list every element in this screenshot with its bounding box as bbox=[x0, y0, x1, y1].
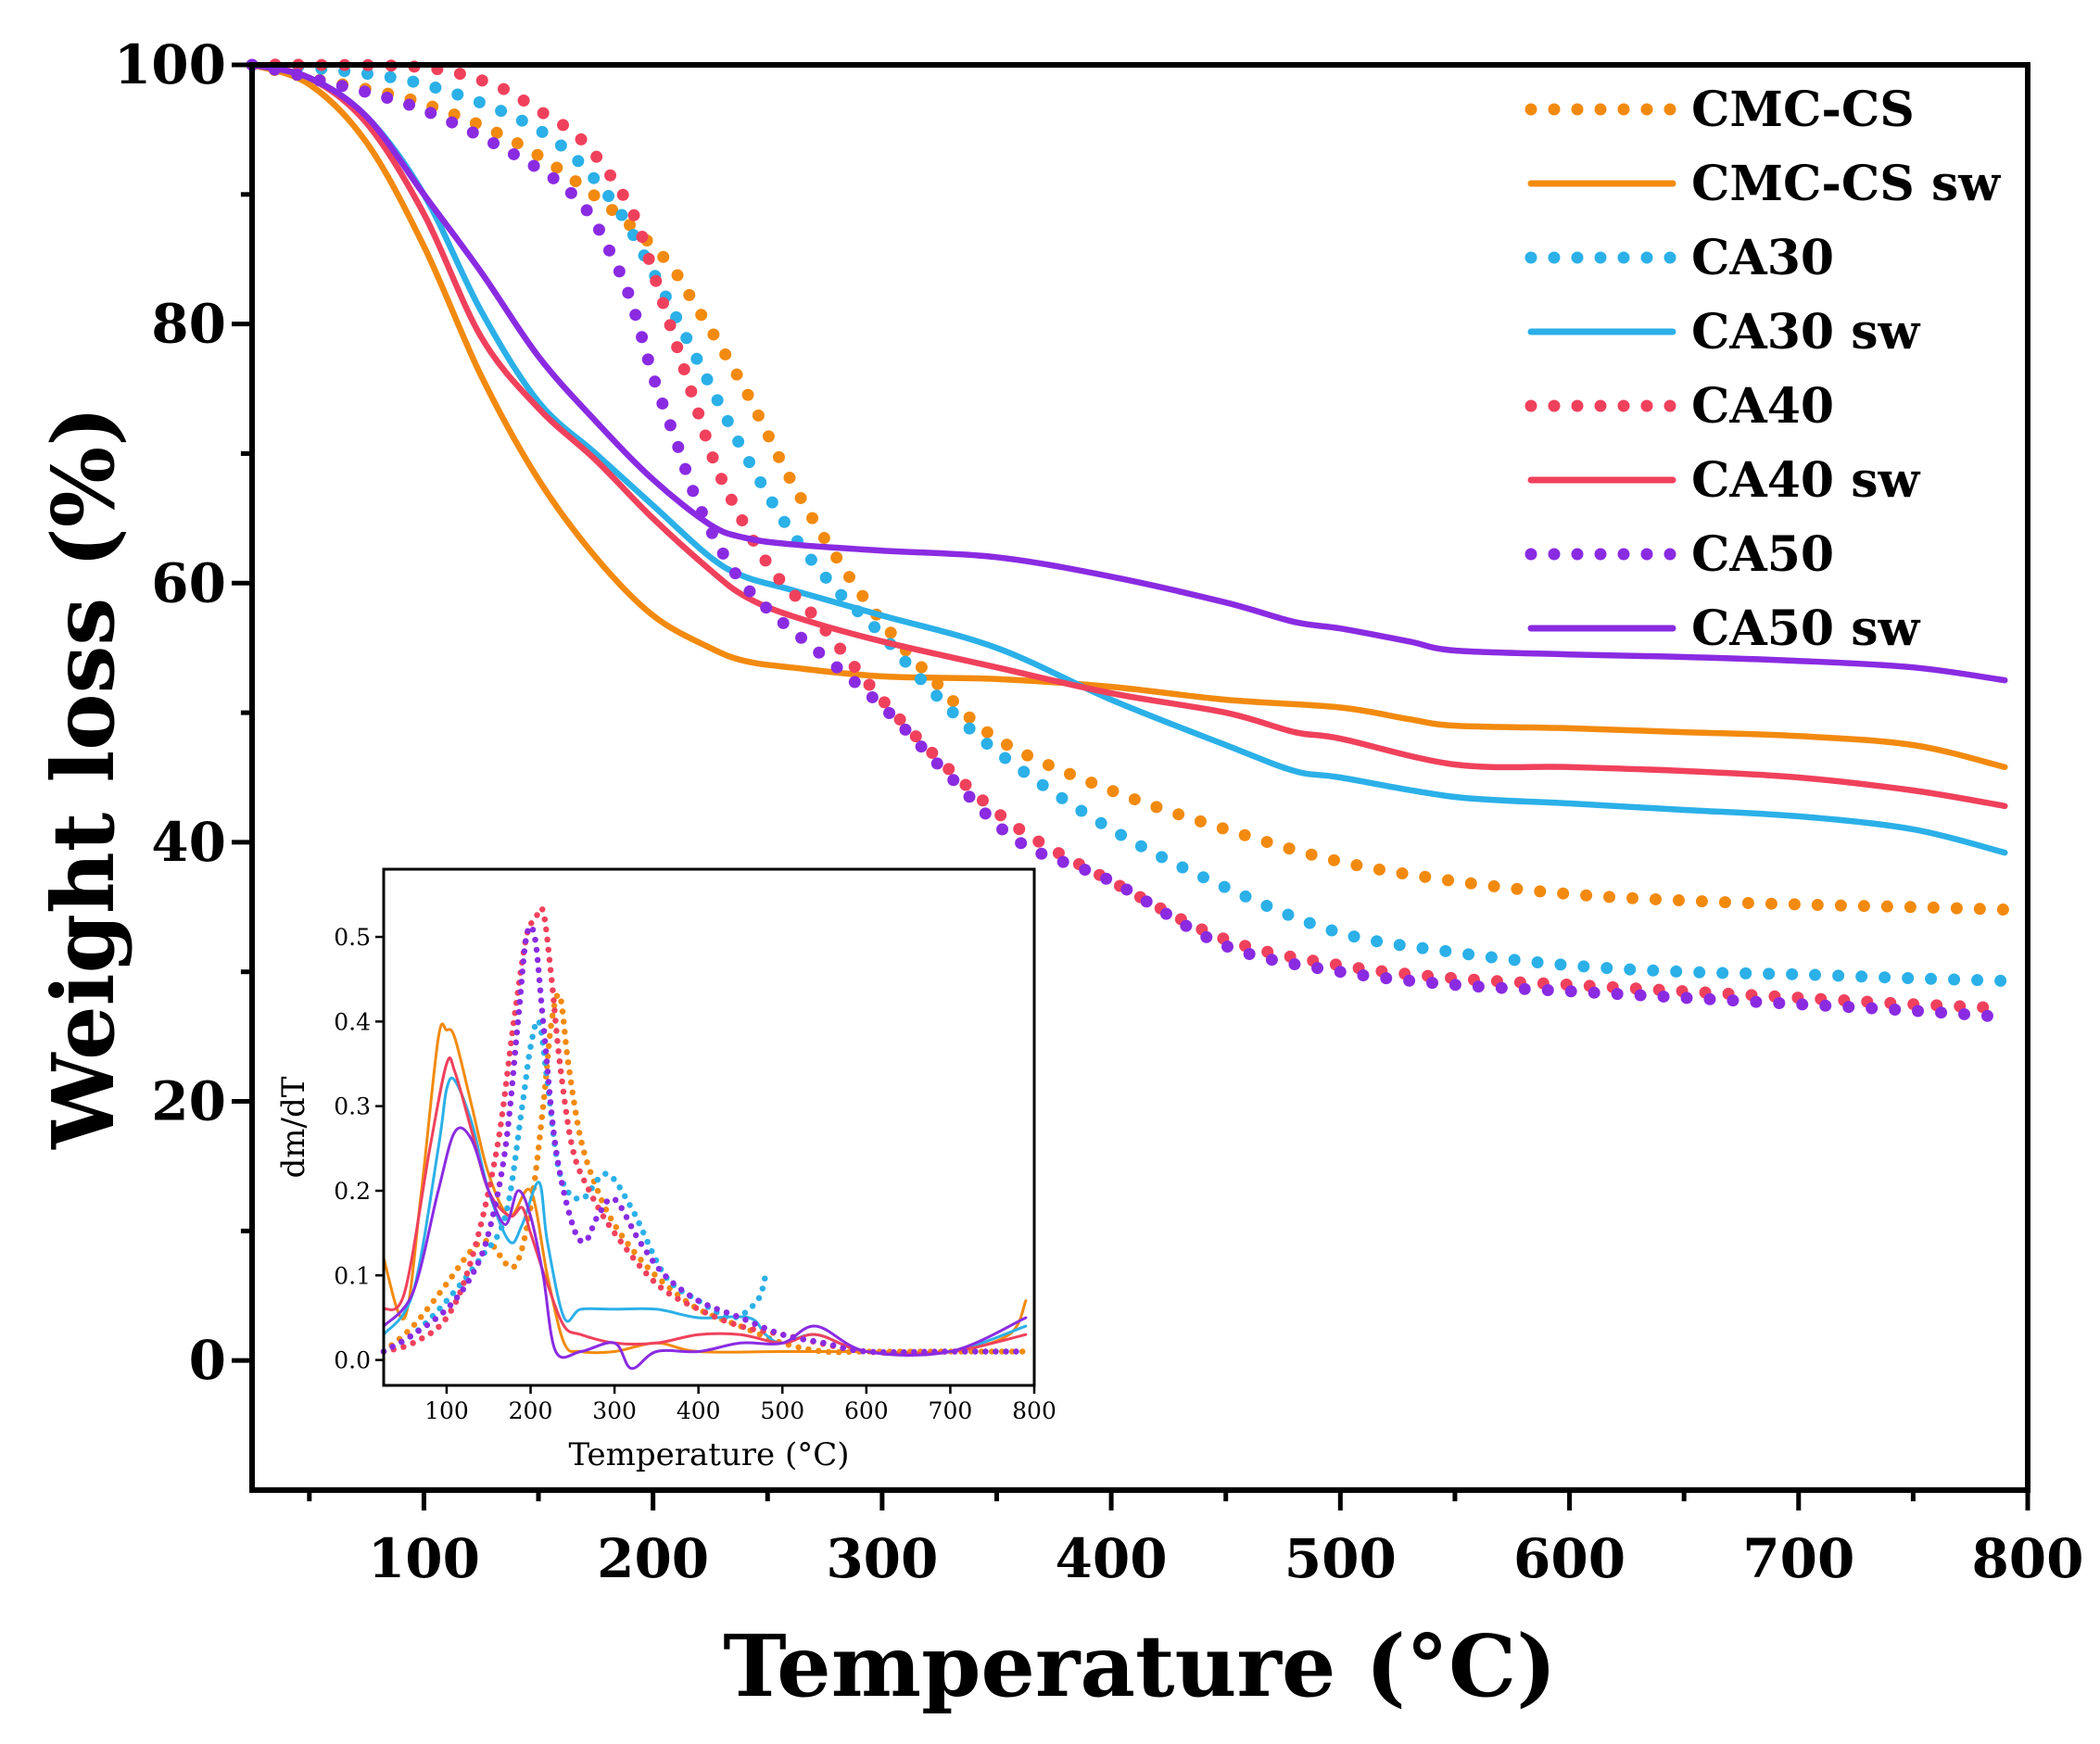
main-plot: 100 200 300 400 500 600 700 800 0 20 40 60 80 100 Temp… bbox=[33, 33, 2084, 1716]
inset-x-tick-label: 200 bbox=[509, 1397, 553, 1424]
main-x-tick-label: 800 bbox=[1971, 1527, 2083, 1590]
inset-x-tick-label: 800 bbox=[1012, 1397, 1056, 1424]
main-x-axis-title: Temperature (°C) bbox=[723, 1616, 1556, 1716]
main-series-cmc-cs-sw bbox=[248, 61, 2008, 771]
main-y-axis-title: Weight loss (%) bbox=[33, 406, 133, 1149]
main-x-tick-label: 700 bbox=[1742, 1527, 1854, 1590]
inset-x-tick-label: 700 bbox=[929, 1397, 973, 1424]
legend-label-cmc-cs-sw: CMC-CS sw bbox=[1691, 156, 2001, 212]
main-series-ca30 bbox=[246, 58, 2011, 987]
inset-series-cmc-cs bbox=[380, 991, 1030, 1356]
legend-label-ca50-sw: CA50 sw bbox=[1691, 600, 1920, 657]
inset-series-cmc-cs-sw bbox=[382, 1022, 1028, 1355]
main-series-cmc-cs bbox=[246, 58, 2011, 916]
main-y-tick-label: 100 bbox=[114, 33, 226, 96]
main-x-tick-label: 600 bbox=[1513, 1527, 1626, 1590]
inset-plot-border bbox=[382, 867, 1036, 1387]
legend-label-ca50: CA50 bbox=[1691, 526, 1834, 583]
main-y-tick-label: 0 bbox=[189, 1329, 226, 1392]
legend-label-ca30-sw: CA30 sw bbox=[1691, 304, 1920, 360]
inset-y-tick-label: 0.4 bbox=[334, 1008, 371, 1035]
inset-x-tick-label: 400 bbox=[677, 1397, 721, 1424]
main-x-tick-label: 300 bbox=[826, 1527, 938, 1590]
inset-series-ca50 bbox=[380, 923, 1030, 1356]
main-x-tick-label: 200 bbox=[597, 1527, 709, 1590]
inset-plot-frame bbox=[382, 867, 1036, 1387]
main-series-ca40-sw bbox=[248, 61, 2008, 810]
legend-label-ca40: CA40 bbox=[1691, 378, 1834, 435]
inset-plot: 100 200 300 400 500 600 700 800 0.0 0.1 0.2 0.3 0.4 0… bbox=[275, 867, 1056, 1473]
main-series-ca50 bbox=[246, 58, 2011, 1024]
inset-x-tick-label: 600 bbox=[844, 1397, 889, 1424]
inset-series-ca50-sw bbox=[382, 1126, 1028, 1371]
inset-y-axis-title: dm/dT bbox=[275, 1076, 312, 1178]
main-x-tick-label: 500 bbox=[1284, 1527, 1397, 1590]
legend: CMC-CS CMC-CS sw CA30 CA30 sw CA40 CA40 sw CA5… bbox=[1524, 82, 2001, 657]
main-y-tick-label: 80 bbox=[151, 293, 226, 356]
inset-y-tick-label: 0.3 bbox=[334, 1093, 371, 1120]
main-x-tick-label: 400 bbox=[1056, 1527, 1168, 1590]
main-series-ca50-sw bbox=[248, 61, 2008, 684]
inset-y-tick-label: 0.5 bbox=[334, 924, 371, 951]
main-y-tick-label: 60 bbox=[151, 551, 226, 614]
main-y-tick-label: 40 bbox=[151, 811, 226, 874]
inset-x-tick-label: 300 bbox=[592, 1397, 637, 1424]
main-series-ca30-sw bbox=[248, 61, 2008, 856]
inset-y-tick-label: 0.1 bbox=[334, 1262, 371, 1289]
main-y-tick-label: 20 bbox=[151, 1070, 226, 1133]
inset-y-tick-label: 0.2 bbox=[334, 1178, 371, 1205]
legend-label-cmc-cs: CMC-CS bbox=[1691, 82, 1915, 138]
main-series-ca40 bbox=[246, 58, 2011, 1015]
inset-y-tick-label: 0.0 bbox=[334, 1347, 371, 1374]
inset-x-tick-label: 100 bbox=[424, 1397, 469, 1424]
main-plot-border bbox=[249, 62, 2030, 1493]
legend-label-ca30: CA30 bbox=[1691, 230, 1834, 286]
legend-label-ca40-sw: CA40 sw bbox=[1691, 452, 1920, 509]
inset-x-axis-title: Temperature (°C) bbox=[568, 1436, 849, 1473]
inset-x-tick-label: 500 bbox=[760, 1397, 804, 1424]
main-x-tick-label: 100 bbox=[368, 1527, 480, 1590]
inset-series-ca40-sw bbox=[382, 1056, 1028, 1356]
